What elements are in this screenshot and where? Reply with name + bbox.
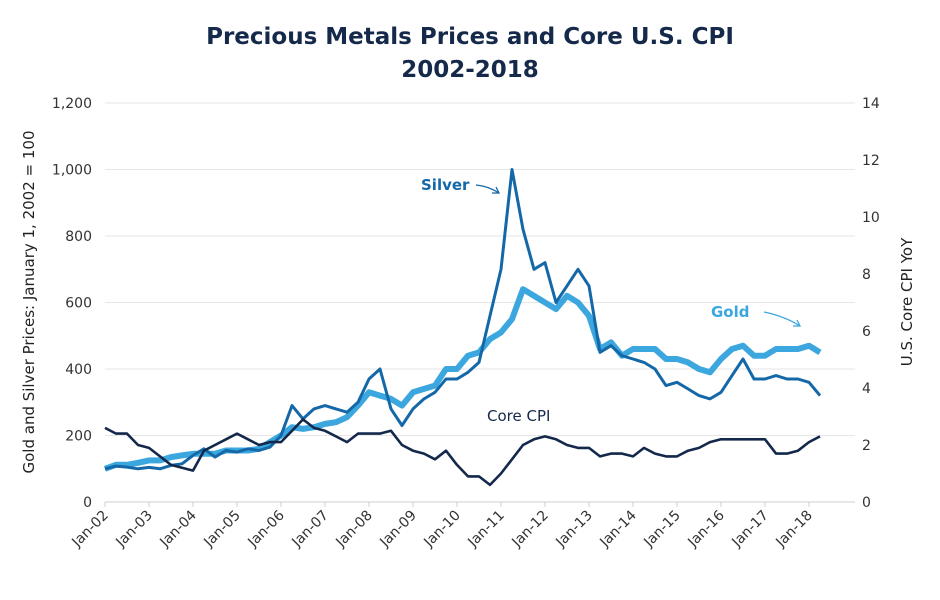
x-tick-label: Jan-15	[640, 508, 683, 551]
x-tick-label: Jan-03	[112, 508, 155, 551]
x-tick-label: Jan-02	[68, 508, 111, 551]
y2-tick-label: 0	[862, 495, 871, 511]
x-tick-label: Jan-17	[728, 508, 771, 551]
x-tick-label: Jan-18	[772, 508, 815, 551]
y2-tick-label: 14	[862, 96, 880, 112]
y-tick-label: 400	[65, 362, 92, 378]
x-tick-label: Jan-10	[420, 508, 463, 551]
chart-title: Precious Metals Prices and Core U.S. CPI	[206, 24, 734, 50]
y2-tick-label: 2	[862, 438, 871, 454]
x-tick-label: Jan-06	[244, 507, 288, 551]
y2-axis-label: U.S. Core CPI YoY	[898, 237, 916, 366]
x-tick-label: Jan-04	[156, 507, 200, 551]
x-tick-label: Jan-05	[200, 508, 243, 551]
silver-arrow	[475, 184, 501, 194]
core-cpi-annotation: Core CPI	[487, 407, 550, 425]
x-tick-label: Jan-11	[464, 508, 507, 551]
y-tick-label: 1,200	[52, 96, 92, 112]
gold-annotation: Gold	[711, 303, 750, 321]
x-tick-label: Jan-14	[596, 507, 640, 551]
x-tick-label: Jan-13	[552, 508, 595, 551]
silver-annotation: Silver	[421, 176, 470, 194]
y2-tick-label: 12	[862, 153, 880, 169]
y-tick-label: 0	[83, 495, 92, 511]
y-tick-label: 1,000	[52, 163, 92, 179]
y-tick-label: 600	[65, 296, 92, 312]
y2-tick-label: 10	[862, 210, 880, 226]
series-line-core-cpi	[104, 418, 821, 487]
x-tick-label: Jan-09	[376, 508, 419, 551]
x-tick-label: Jan-07	[288, 508, 331, 551]
y-tick-label: 800	[65, 229, 92, 245]
chart-subtitle: 2002-2018	[401, 57, 539, 83]
y2-tick-label: 8	[862, 267, 871, 283]
y2-tick-label: 6	[862, 324, 871, 340]
x-tick-label: Jan-12	[508, 508, 551, 551]
x-tick-label: Jan-16	[684, 507, 728, 551]
gold-arrow	[763, 311, 802, 327]
x-tick-label: Jan-08	[332, 508, 375, 551]
series-line-silver	[104, 168, 822, 471]
y-axis-label: Gold and Silver Prices: January 1, 2002 …	[20, 131, 38, 474]
y-tick-label: 200	[65, 429, 92, 445]
y2-tick-label: 4	[862, 381, 871, 397]
